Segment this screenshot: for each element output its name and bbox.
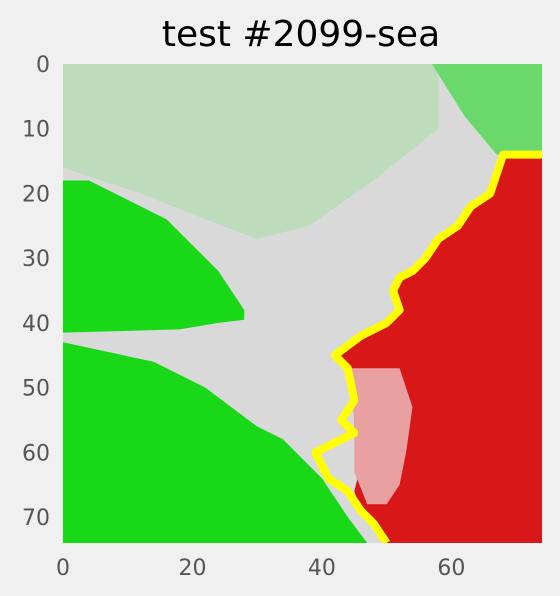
x-tick-label: 20 [178, 556, 206, 581]
y-tick-label: 20 [22, 182, 50, 207]
y-tick-label: 30 [22, 247, 50, 272]
boundary-line [311, 150, 542, 543]
region-bright-green-lower [63, 342, 368, 543]
chart-title: test #2099-sea [162, 14, 440, 55]
heatmap-regions [63, 64, 542, 543]
y-tick-label: 0 [36, 53, 50, 78]
x-tick-label: 40 [308, 556, 336, 581]
region-bright-green-upper [63, 180, 245, 333]
region-pale-red-stripe [347, 368, 413, 505]
y-axis-ticks: 0 10 20 30 40 50 60 70 [22, 53, 50, 531]
y-tick-label: 70 [22, 506, 50, 531]
x-tick-label: 60 [437, 556, 465, 581]
region-pale-green-land [63, 64, 439, 239]
y-tick-label: 50 [22, 377, 50, 402]
region-light-green-corner [432, 64, 542, 155]
x-tick-label: 0 [56, 556, 70, 581]
x-axis-ticks: 0 20 40 60 [56, 556, 465, 581]
y-tick-label: 40 [22, 312, 50, 337]
y-tick-label: 60 [22, 441, 50, 466]
y-tick-label: 10 [22, 118, 50, 143]
